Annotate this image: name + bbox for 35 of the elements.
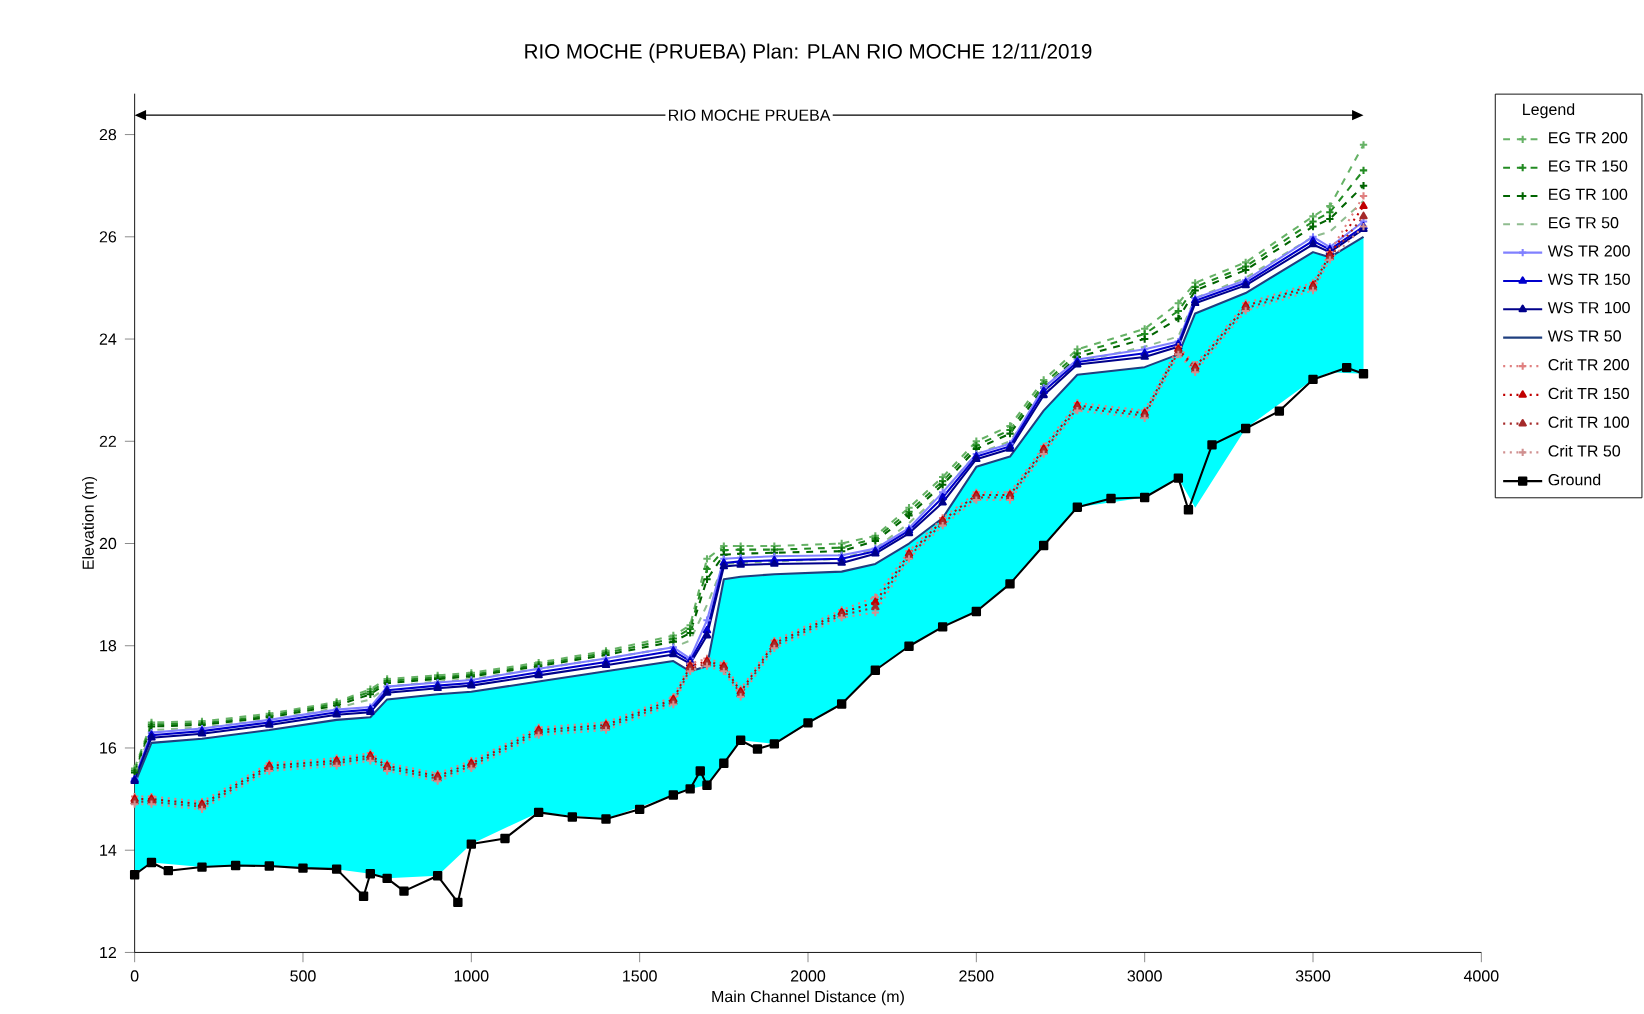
y-axis-title: Elevation (m) [82, 476, 98, 569]
x-tick-label: 2000 [790, 970, 826, 982]
legend-label: EG TR 200 [1549, 131, 1628, 144]
legend-label: EG TR 150 [1549, 160, 1628, 172]
legend-label: EG TR 100 [1549, 188, 1628, 200]
chart-title: RIO MOCHE (PRUEBA) Plan: PLAN RIO MOCHE 12/11/2019 [525, 43, 1092, 63]
legend-label: Ground [1548, 473, 1601, 486]
y-tick-label: 18 [100, 639, 117, 652]
y-tick-label: 20 [99, 537, 117, 550]
legend-label: Crit TR 150 [1548, 387, 1629, 399]
x-tick-label: 1500 [623, 970, 657, 982]
x-tick-label: 4000 [1463, 970, 1499, 982]
legend-label: WS TR 100 [1547, 301, 1630, 314]
x-axis-title: Main Channel Distance (m) [712, 990, 904, 1006]
legend-label: WS TR 50 [1547, 330, 1621, 342]
y-tick-label: 22 [99, 435, 116, 447]
x-tick-label: 500 [290, 970, 316, 982]
y-tick-label: 14 [100, 844, 117, 856]
y-tick-label: 24 [99, 333, 117, 345]
x-tick-label: 0 [130, 970, 139, 982]
legend-label: Crit TR 50 [1548, 444, 1621, 457]
y-tick-label: 28 [99, 128, 117, 141]
x-tick-label: 3500 [1295, 970, 1331, 982]
legend-title: Legend [1523, 103, 1575, 119]
legend-label: Crit TR 200 [1548, 358, 1629, 371]
y-tick-label: 16 [100, 742, 117, 754]
legend-label: Crit TR 100 [1548, 416, 1629, 428]
legend-label: EG TR 50 [1549, 216, 1619, 229]
x-tick-label: 1000 [454, 970, 489, 982]
legend-label: WS TR 200 [1547, 245, 1630, 257]
y-tick-label: 12 [100, 946, 116, 958]
x-tick-label: 3000 [1127, 970, 1162, 982]
x-tick-label: 2500 [959, 970, 994, 982]
legend-label: WS TR 150 [1547, 273, 1630, 285]
y-tick-label: 26 [99, 231, 117, 243]
